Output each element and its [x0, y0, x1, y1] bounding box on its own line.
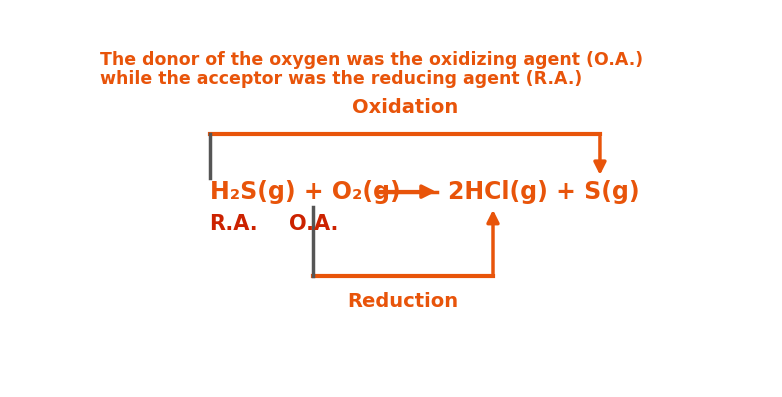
Text: 2HCl(g) + S(g): 2HCl(g) + S(g): [448, 179, 640, 204]
Text: The donor of the oxygen was the oxidizing agent (O.A.): The donor of the oxygen was the oxidizin…: [100, 51, 644, 69]
Text: R.A.: R.A.: [209, 214, 258, 234]
Text: Reduction: Reduction: [347, 292, 459, 311]
Text: while the acceptor was the reducing agent (R.A.): while the acceptor was the reducing agen…: [100, 70, 583, 88]
Text: H₂S(g) + O₂(g): H₂S(g) + O₂(g): [210, 179, 401, 204]
Text: O.A.: O.A.: [289, 214, 338, 234]
Text: Oxidation: Oxidation: [352, 98, 458, 117]
